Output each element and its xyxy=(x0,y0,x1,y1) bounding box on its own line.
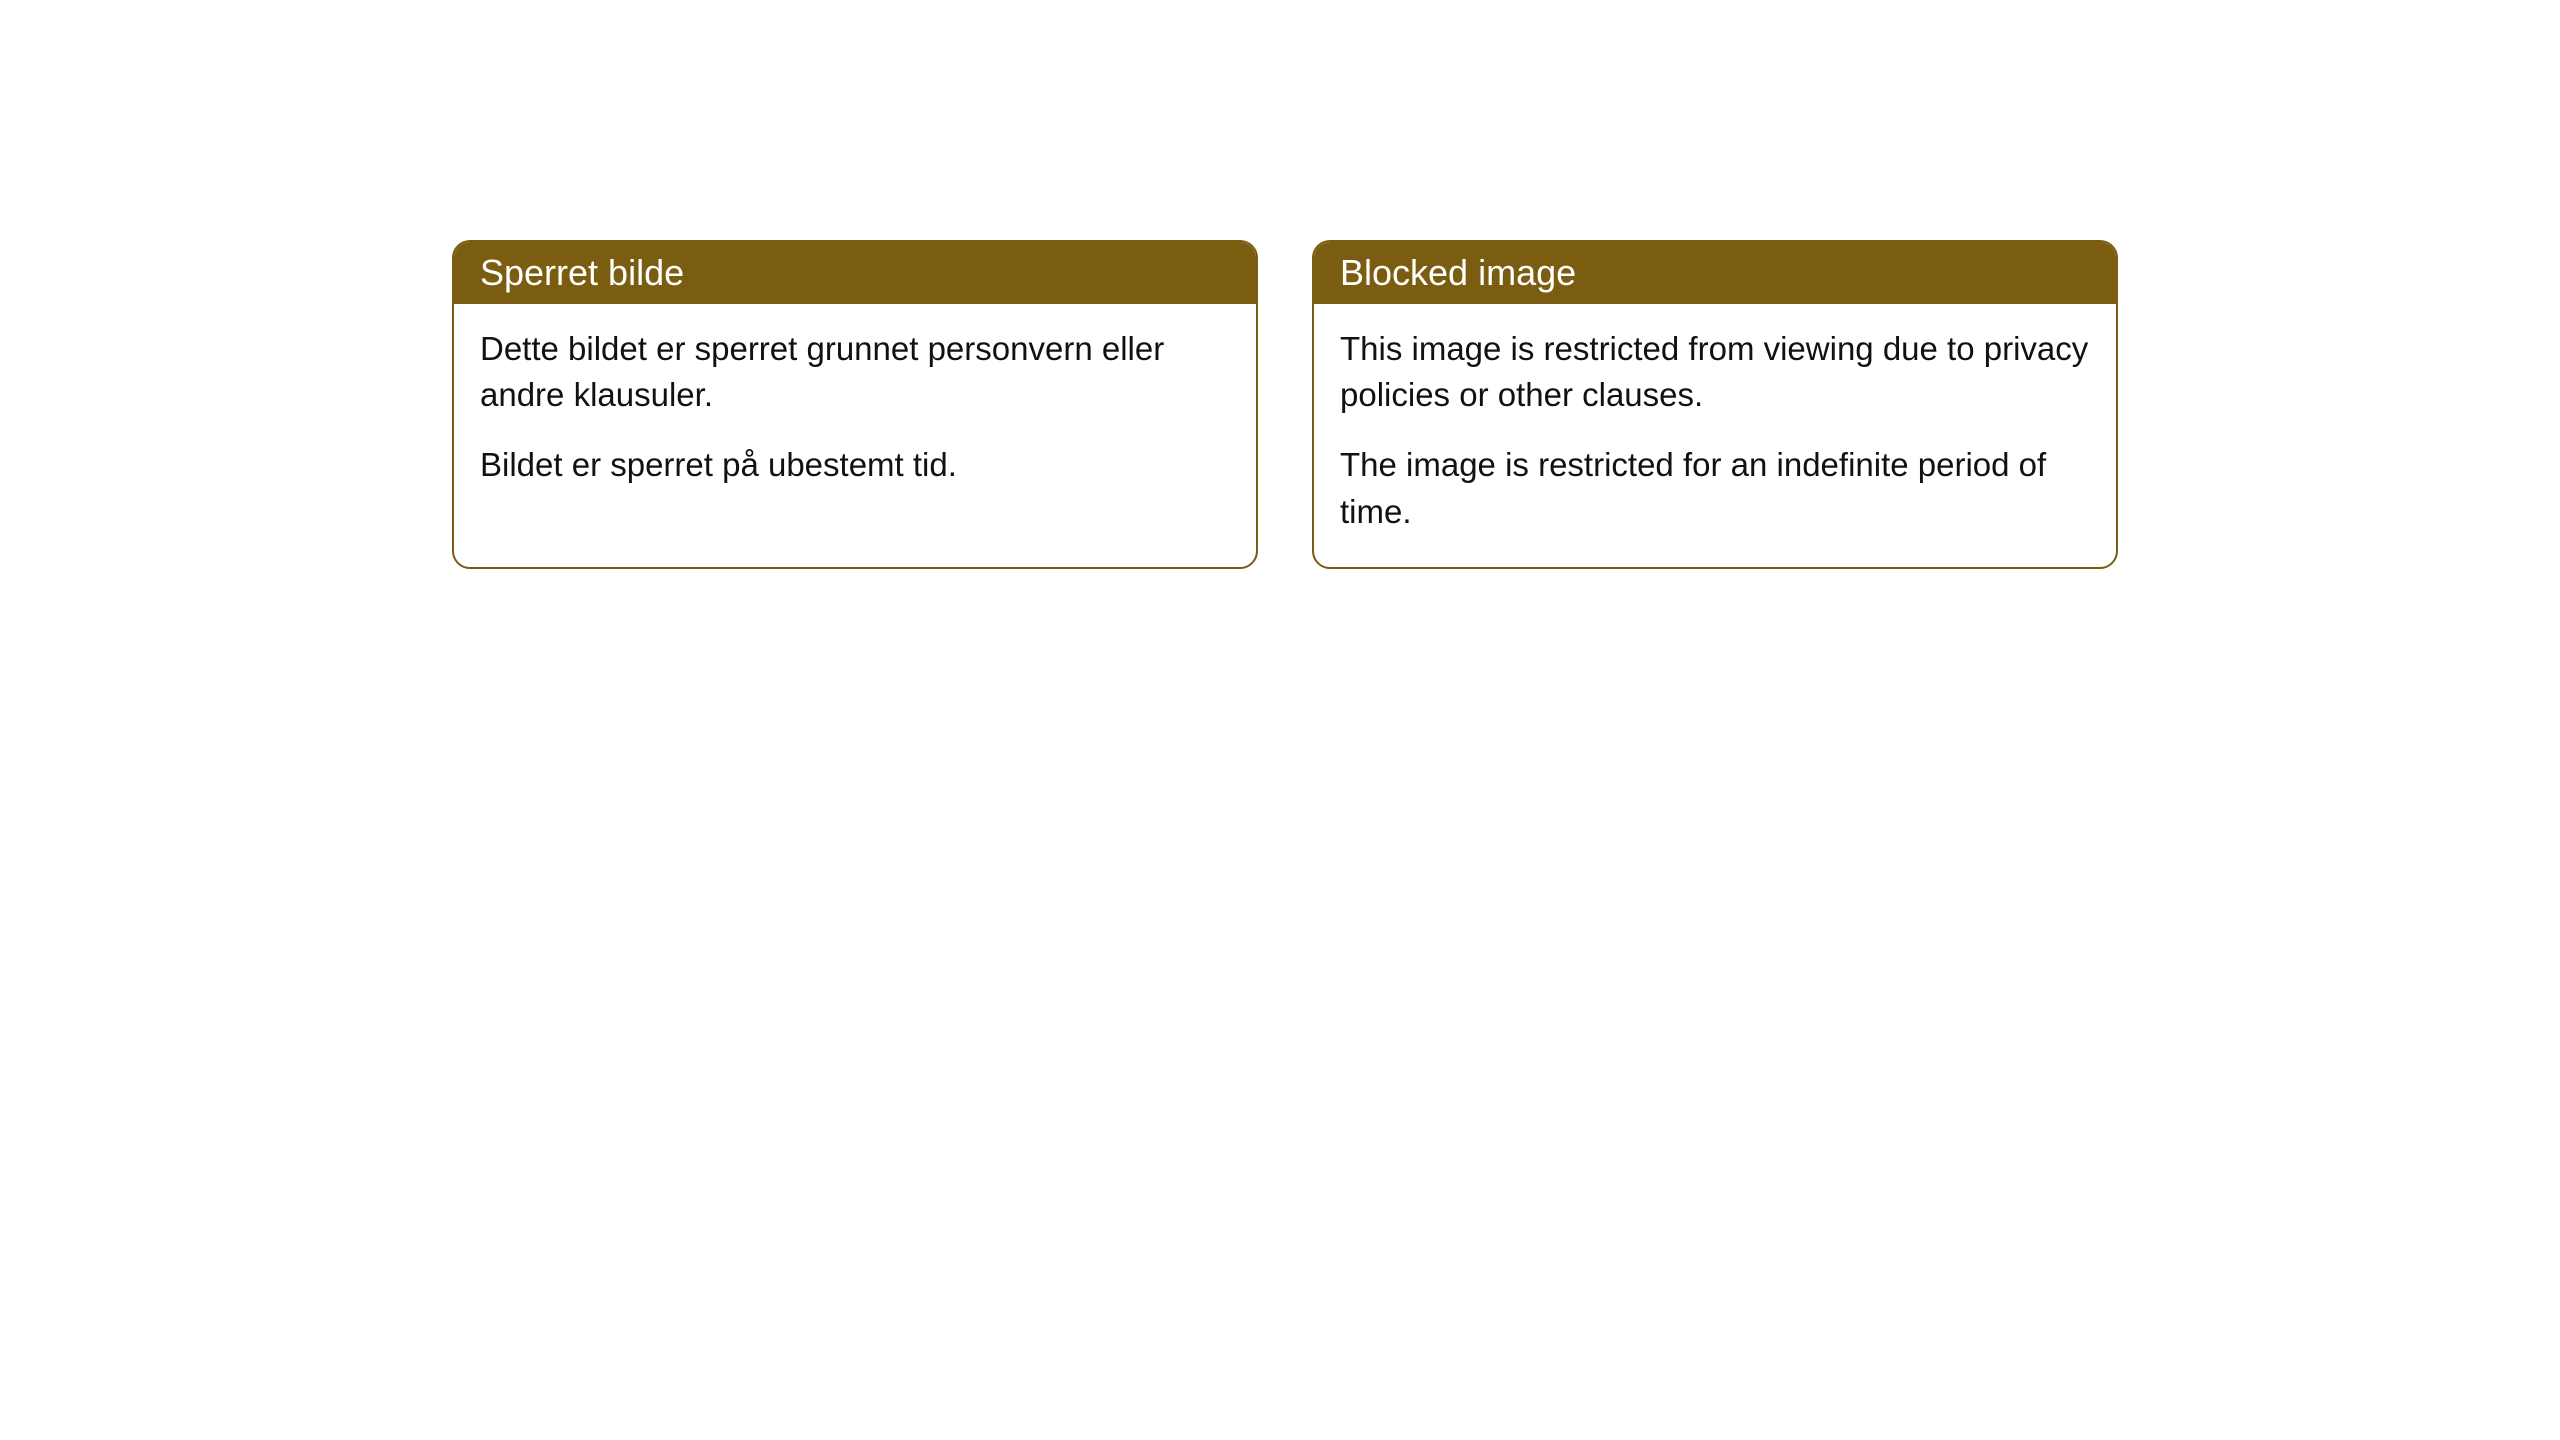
card-body-no: Dette bildet er sperret grunnet personve… xyxy=(454,304,1256,521)
blocked-image-card-no: Sperret bilde Dette bildet er sperret gr… xyxy=(452,240,1258,569)
cards-container: Sperret bilde Dette bildet er sperret gr… xyxy=(452,240,2118,569)
card-header-en: Blocked image xyxy=(1314,242,2116,304)
card-paragraph-2-no: Bildet er sperret på ubestemt tid. xyxy=(480,442,1230,488)
card-paragraph-2-en: The image is restricted for an indefinit… xyxy=(1340,442,2090,534)
blocked-image-card-en: Blocked image This image is restricted f… xyxy=(1312,240,2118,569)
card-header-no: Sperret bilde xyxy=(454,242,1256,304)
card-body-en: This image is restricted from viewing du… xyxy=(1314,304,2116,567)
card-paragraph-1-en: This image is restricted from viewing du… xyxy=(1340,326,2090,418)
card-paragraph-1-no: Dette bildet er sperret grunnet personve… xyxy=(480,326,1230,418)
